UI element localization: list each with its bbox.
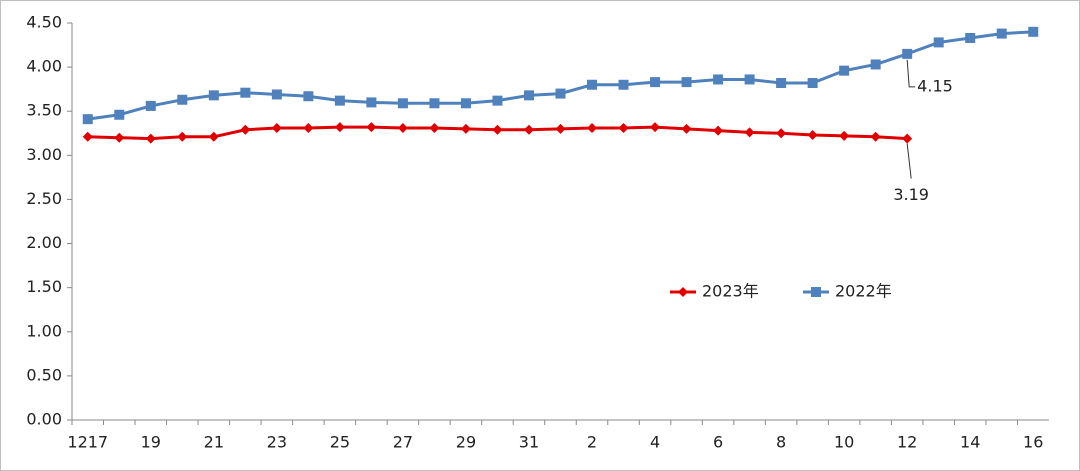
y-tick-label: 3.50 [26, 101, 62, 120]
marker [618, 79, 629, 90]
marker [240, 87, 251, 98]
y-tick-label: 1.50 [26, 277, 62, 296]
y-tick-label: 2.00 [26, 233, 62, 252]
marker [618, 122, 629, 133]
marker [839, 130, 850, 141]
marker [271, 89, 282, 100]
data-label: 3.19 [893, 185, 929, 204]
marker [933, 37, 944, 48]
x-tick-label: 29 [456, 433, 476, 452]
marker [996, 28, 1007, 39]
marker [460, 123, 471, 134]
marker [965, 32, 976, 43]
marker [870, 59, 881, 70]
marker [650, 122, 661, 133]
x-tick-label: 27 [393, 433, 413, 452]
legend-label: 2023年 [702, 282, 759, 301]
marker [366, 97, 377, 108]
x-tick-label: 2 [587, 433, 597, 452]
y-tick-label: 4.50 [26, 13, 62, 32]
marker [744, 74, 755, 85]
y-tick-label: 0.00 [26, 410, 62, 429]
marker [523, 90, 534, 101]
marker [492, 124, 503, 135]
marker [555, 88, 566, 99]
x-tick-label: 12 [897, 433, 917, 452]
x-tick-label: 4 [650, 433, 660, 452]
marker [870, 131, 881, 142]
marker [902, 133, 913, 144]
marker [177, 131, 188, 142]
marker [681, 77, 692, 88]
marker [1028, 26, 1039, 37]
marker [713, 74, 724, 85]
leader-line [906, 143, 912, 179]
marker [177, 94, 188, 105]
marker [807, 77, 818, 88]
marker [681, 123, 692, 134]
marker [397, 98, 408, 109]
marker [145, 100, 156, 111]
x-tick-label: 10 [834, 433, 854, 452]
legend-label: 2022年 [835, 282, 892, 301]
marker [555, 123, 566, 134]
marker [811, 287, 821, 297]
marker [303, 122, 314, 133]
y-tick-label: 3.00 [26, 145, 62, 164]
marker [678, 287, 688, 297]
x-tick-label: 1217 [67, 433, 108, 452]
marker [776, 128, 787, 139]
x-tick-label: 16 [1023, 433, 1043, 452]
marker [303, 91, 314, 102]
marker [114, 132, 125, 143]
marker [334, 95, 345, 106]
marker [208, 90, 219, 101]
x-tick-label: 31 [519, 433, 539, 452]
marker [587, 79, 598, 90]
y-tick-label: 4.00 [26, 57, 62, 76]
x-tick-label: 19 [141, 433, 161, 452]
x-tick-label: 6 [713, 433, 723, 452]
marker [744, 127, 755, 138]
y-tick-label: 1.00 [26, 321, 62, 340]
marker [776, 77, 787, 88]
marker [334, 122, 345, 133]
marker [429, 122, 440, 133]
marker [650, 77, 661, 88]
marker [145, 133, 156, 144]
marker [902, 48, 913, 59]
x-tick-label: 14 [960, 433, 980, 452]
data-label: 4.15 [917, 76, 953, 95]
marker [82, 131, 93, 142]
marker [460, 98, 471, 109]
marker [429, 98, 440, 109]
marker [208, 131, 219, 142]
y-tick-label: 2.50 [26, 189, 62, 208]
x-tick-label: 21 [204, 433, 224, 452]
marker [397, 122, 408, 133]
marker [713, 125, 724, 136]
leader-line [906, 59, 916, 88]
marker [587, 122, 598, 133]
marker [839, 65, 850, 76]
marker [82, 114, 93, 125]
marker [492, 95, 503, 106]
marker [114, 109, 125, 120]
x-tick-label: 25 [330, 433, 350, 452]
y-tick-label: 0.50 [26, 365, 62, 384]
marker [271, 122, 282, 133]
marker [240, 124, 251, 135]
marker [523, 124, 534, 135]
marker [807, 130, 818, 141]
marker [366, 122, 377, 133]
x-tick-label: 23 [267, 433, 287, 452]
x-tick-label: 8 [776, 433, 786, 452]
